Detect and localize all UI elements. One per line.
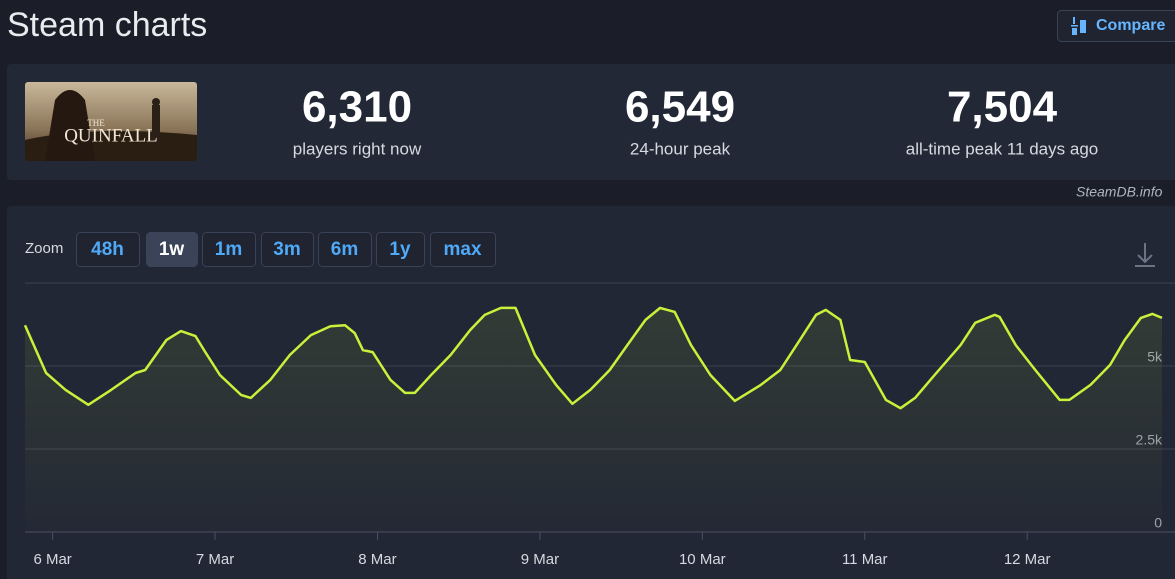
compare-button[interactable] (1057, 10, 1175, 42)
zoom-button[interactable] (430, 232, 496, 267)
zoom-option[interactable]: 3m (273, 239, 300, 260)
zoom-button[interactable] (76, 232, 140, 267)
download-icon[interactable] (1135, 243, 1155, 267)
area (25, 307, 1162, 532)
x-tick-label: 9 Mar (521, 551, 559, 568)
x-tick-label: 12 Mar (1004, 551, 1051, 568)
stat-value: 6,549 (625, 83, 735, 132)
compare-label[interactable]: Compare (1096, 17, 1165, 34)
x-tick-label: 10 Mar (679, 551, 726, 568)
stat-label: players right now (293, 139, 422, 158)
zoom-button[interactable] (376, 232, 425, 267)
game-image-text: QUINFALL (64, 125, 158, 146)
line (23, 306, 1163, 410)
zoom-option[interactable]: 48h (91, 239, 124, 260)
stat-value: 6,310 (302, 83, 412, 132)
page-title: Steam charts (7, 6, 207, 44)
zoom-label: Zoom (25, 240, 63, 257)
game-image-text: THE (87, 118, 105, 128)
x-tick-label: 11 Mar (842, 551, 888, 568)
source-credit: SteamDB.info (1076, 184, 1163, 200)
compare-icon (1071, 17, 1086, 35)
zoom-option[interactable]: max (443, 239, 481, 260)
zoom-option[interactable]: 1y (389, 239, 411, 260)
zoom-button[interactable] (261, 232, 314, 267)
zoom-button[interactable] (202, 232, 256, 267)
zoom-option[interactable]: 1w (159, 239, 185, 260)
x-tick-label: 7 Mar (196, 551, 234, 568)
zoom-button[interactable] (146, 232, 198, 267)
stats-panel (7, 64, 1175, 180)
zoom-option[interactable]: 1m (215, 239, 242, 260)
x-tick-label: 6 Mar (33, 551, 71, 568)
stat-label: all-time peak 11 days ago (906, 139, 1098, 158)
x-tick-label: 8 Mar (358, 551, 396, 568)
zoom-option[interactable]: 6m (331, 239, 358, 260)
zoom-button[interactable] (318, 232, 372, 267)
game-image (25, 82, 197, 161)
stat-value: 7,504 (947, 83, 1058, 132)
stat-label: 24-hour peak (630, 139, 731, 158)
